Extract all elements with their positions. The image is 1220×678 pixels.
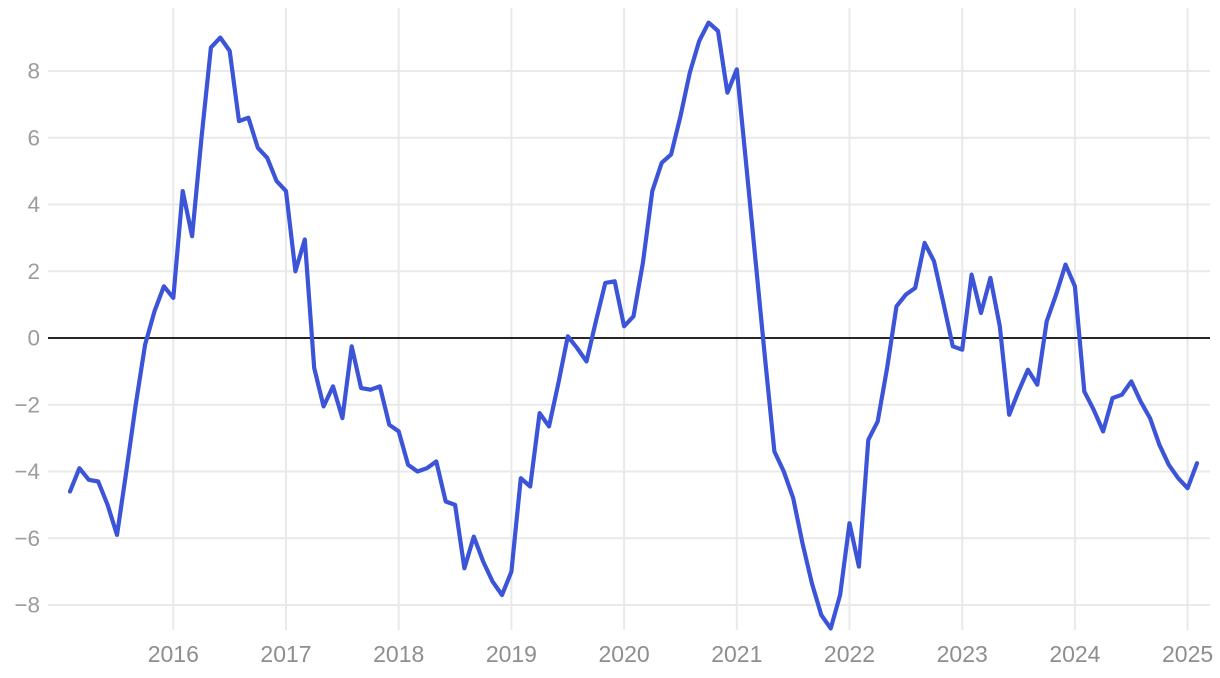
data-line-series	[67, 20, 1200, 631]
y-tick-label-−8: −8	[14, 593, 40, 618]
vertical-gridlines	[172, 8, 1189, 630]
x-tick-label-2020: 2020	[599, 641, 650, 667]
x-tick-label-2023: 2023	[937, 641, 988, 667]
y-tick-label-8: 8	[27, 59, 40, 84]
y-axis-labels: 8 6 4 2 0 −2 −4 −6 −8	[14, 59, 40, 618]
x-tick-label-2021: 2021	[711, 641, 762, 667]
y-tick-label-4: 4	[27, 192, 40, 217]
y-tick-label-−2: −2	[14, 392, 40, 417]
x-tick-label-2018: 2018	[373, 641, 424, 667]
x-tick-label-2016: 2016	[148, 641, 199, 667]
x-tick-label-2017: 2017	[260, 641, 311, 667]
x-tick-label-2019: 2019	[486, 641, 537, 667]
y-tick-label-−6: −6	[14, 526, 40, 551]
x-tick-label-2025: 2025	[1162, 641, 1213, 667]
x-tick-label-2022: 2022	[824, 641, 875, 667]
y-tick-label-2: 2	[27, 259, 40, 284]
y-tick-label-6: 6	[27, 125, 40, 150]
x-tick-label-2024: 2024	[1049, 641, 1100, 667]
x-axis-labels: 2016 2017 2018 2019 2020 2021 2022 2023 2024 2025	[148, 641, 1213, 667]
y-tick-label-0: 0	[27, 326, 40, 351]
y-tick-label-−4: −4	[14, 459, 40, 484]
horizontal-gridlines	[48, 70, 1210, 606]
